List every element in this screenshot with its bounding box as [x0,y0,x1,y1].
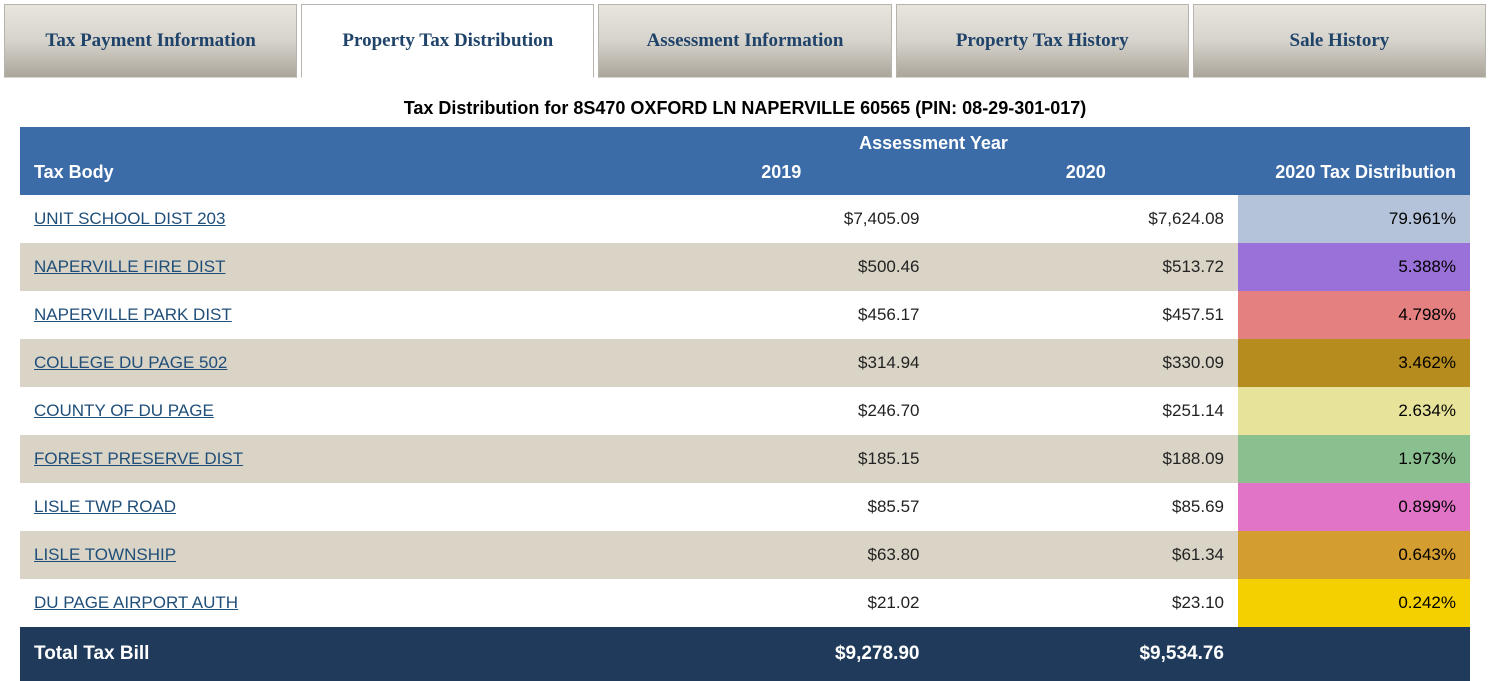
total-2020: $9,534.76 [934,627,1239,681]
cell-distribution: 4.798% [1238,291,1470,339]
table-row: COUNTY OF DU PAGE $246.70$251.142.634% [20,387,1470,435]
cell-tax-body: LISLE TOWNSHIP [20,531,629,579]
tab-property-tax-history[interactable]: Property Tax History [896,4,1189,78]
cell-tax-body: FOREST PRESERVE DIST [20,435,629,483]
cell-2020: $251.14 [934,387,1239,435]
cell-tax-body: UNIT SCHOOL DIST 203 [20,195,629,243]
header-tax-body: Tax Body [20,156,629,195]
header-2020: 2020 [934,156,1239,195]
cell-tax-body: COUNTY OF DU PAGE [20,387,629,435]
tab-tax-payment-information[interactable]: Tax Payment Information [4,4,297,78]
cell-2019: $314.94 [629,339,934,387]
total-row: Total Tax Bill$9,278.90$9,534.76 [20,627,1470,681]
total-dist-empty [1238,627,1470,681]
cell-tax-body: COLLEGE DU PAGE 502 [20,339,629,387]
tab-assessment-information[interactable]: Assessment Information [598,4,891,78]
total-label: Total Tax Bill [20,627,629,681]
cell-2020: $23.10 [934,579,1239,627]
cell-2020: $188.09 [934,435,1239,483]
tax-body-link[interactable]: NAPERVILLE FIRE DIST [34,257,225,276]
cell-tax-body: DU PAGE AIRPORT AUTH [20,579,629,627]
cell-distribution: 1.973% [1238,435,1470,483]
tax-body-link[interactable]: DU PAGE AIRPORT AUTH [34,593,238,612]
cell-2019: $21.02 [629,579,934,627]
distribution-table: Assessment Year Tax Body 2019 2020 2020 … [20,127,1470,681]
cell-2019: $500.46 [629,243,934,291]
table-row: DU PAGE AIRPORT AUTH $21.02$23.100.242% [20,579,1470,627]
cell-tax-body: LISLE TWP ROAD [20,483,629,531]
cell-tax-body: NAPERVILLE FIRE DIST [20,243,629,291]
table-row: LISLE TWP ROAD $85.57$85.690.899% [20,483,1470,531]
tax-body-link[interactable]: UNIT SCHOOL DIST 203 [34,209,225,228]
cell-distribution: 2.634% [1238,387,1470,435]
content: Tax Distribution for 8S470 OXFORD LN NAP… [0,78,1490,681]
cell-distribution: 0.242% [1238,579,1470,627]
cell-2020: $85.69 [934,483,1239,531]
tab-sale-history[interactable]: Sale History [1193,4,1486,78]
header-2019: 2019 [629,156,934,195]
cell-2020: $61.34 [934,531,1239,579]
table-row: UNIT SCHOOL DIST 203 $7,405.09$7,624.0879… [20,195,1470,243]
header-empty-2 [1238,127,1470,156]
tax-body-link[interactable]: COLLEGE DU PAGE 502 [34,353,227,372]
cell-tax-body: NAPERVILLE PARK DIST [20,291,629,339]
tab-bar: Tax Payment InformationProperty Tax Dist… [0,0,1490,78]
header-dist: 2020 Tax Distribution [1238,156,1470,195]
cell-distribution: 0.899% [1238,483,1470,531]
table-row: NAPERVILLE FIRE DIST $500.46$513.725.388% [20,243,1470,291]
table-row: LISLE TOWNSHIP $63.80$61.340.643% [20,531,1470,579]
cell-2019: $185.15 [629,435,934,483]
cell-2019: $85.57 [629,483,934,531]
tab-property-tax-distribution[interactable]: Property Tax Distribution [301,4,594,78]
header-assessment-year: Assessment Year [629,127,1238,156]
cell-2019: $246.70 [629,387,934,435]
cell-distribution: 3.462% [1238,339,1470,387]
cell-2020: $513.72 [934,243,1239,291]
cell-2019: $63.80 [629,531,934,579]
cell-distribution: 79.961% [1238,195,1470,243]
table-row: FOREST PRESERVE DIST $185.15$188.091.973% [20,435,1470,483]
header-empty [20,127,629,156]
cell-2020: $457.51 [934,291,1239,339]
cell-2019: $456.17 [629,291,934,339]
cell-2020: $330.09 [934,339,1239,387]
cell-distribution: 5.388% [1238,243,1470,291]
tax-body-link[interactable]: NAPERVILLE PARK DIST [34,305,232,324]
tax-body-link[interactable]: FOREST PRESERVE DIST [34,449,243,468]
tax-body-link[interactable]: LISLE TOWNSHIP [34,545,176,564]
tax-body-link[interactable]: COUNTY OF DU PAGE [34,401,214,420]
cell-2019: $7,405.09 [629,195,934,243]
total-2019: $9,278.90 [629,627,934,681]
cell-2020: $7,624.08 [934,195,1239,243]
cell-distribution: 0.643% [1238,531,1470,579]
page-title: Tax Distribution for 8S470 OXFORD LN NAP… [20,98,1470,119]
table-row: COLLEGE DU PAGE 502 $314.94$330.093.462% [20,339,1470,387]
table-row: NAPERVILLE PARK DIST $456.17$457.514.798% [20,291,1470,339]
tax-body-link[interactable]: LISLE TWP ROAD [34,497,176,516]
